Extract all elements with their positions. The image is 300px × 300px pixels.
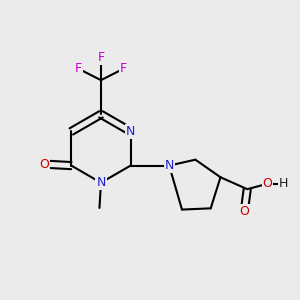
Text: O: O <box>39 158 49 171</box>
Text: N: N <box>164 159 174 172</box>
Text: O: O <box>239 205 249 218</box>
Text: F: F <box>120 62 127 75</box>
Text: O: O <box>262 177 272 190</box>
Text: H: H <box>279 177 289 190</box>
Text: N: N <box>126 125 135 138</box>
Text: N: N <box>96 176 106 189</box>
Text: F: F <box>98 51 104 64</box>
Text: F: F <box>75 62 82 75</box>
